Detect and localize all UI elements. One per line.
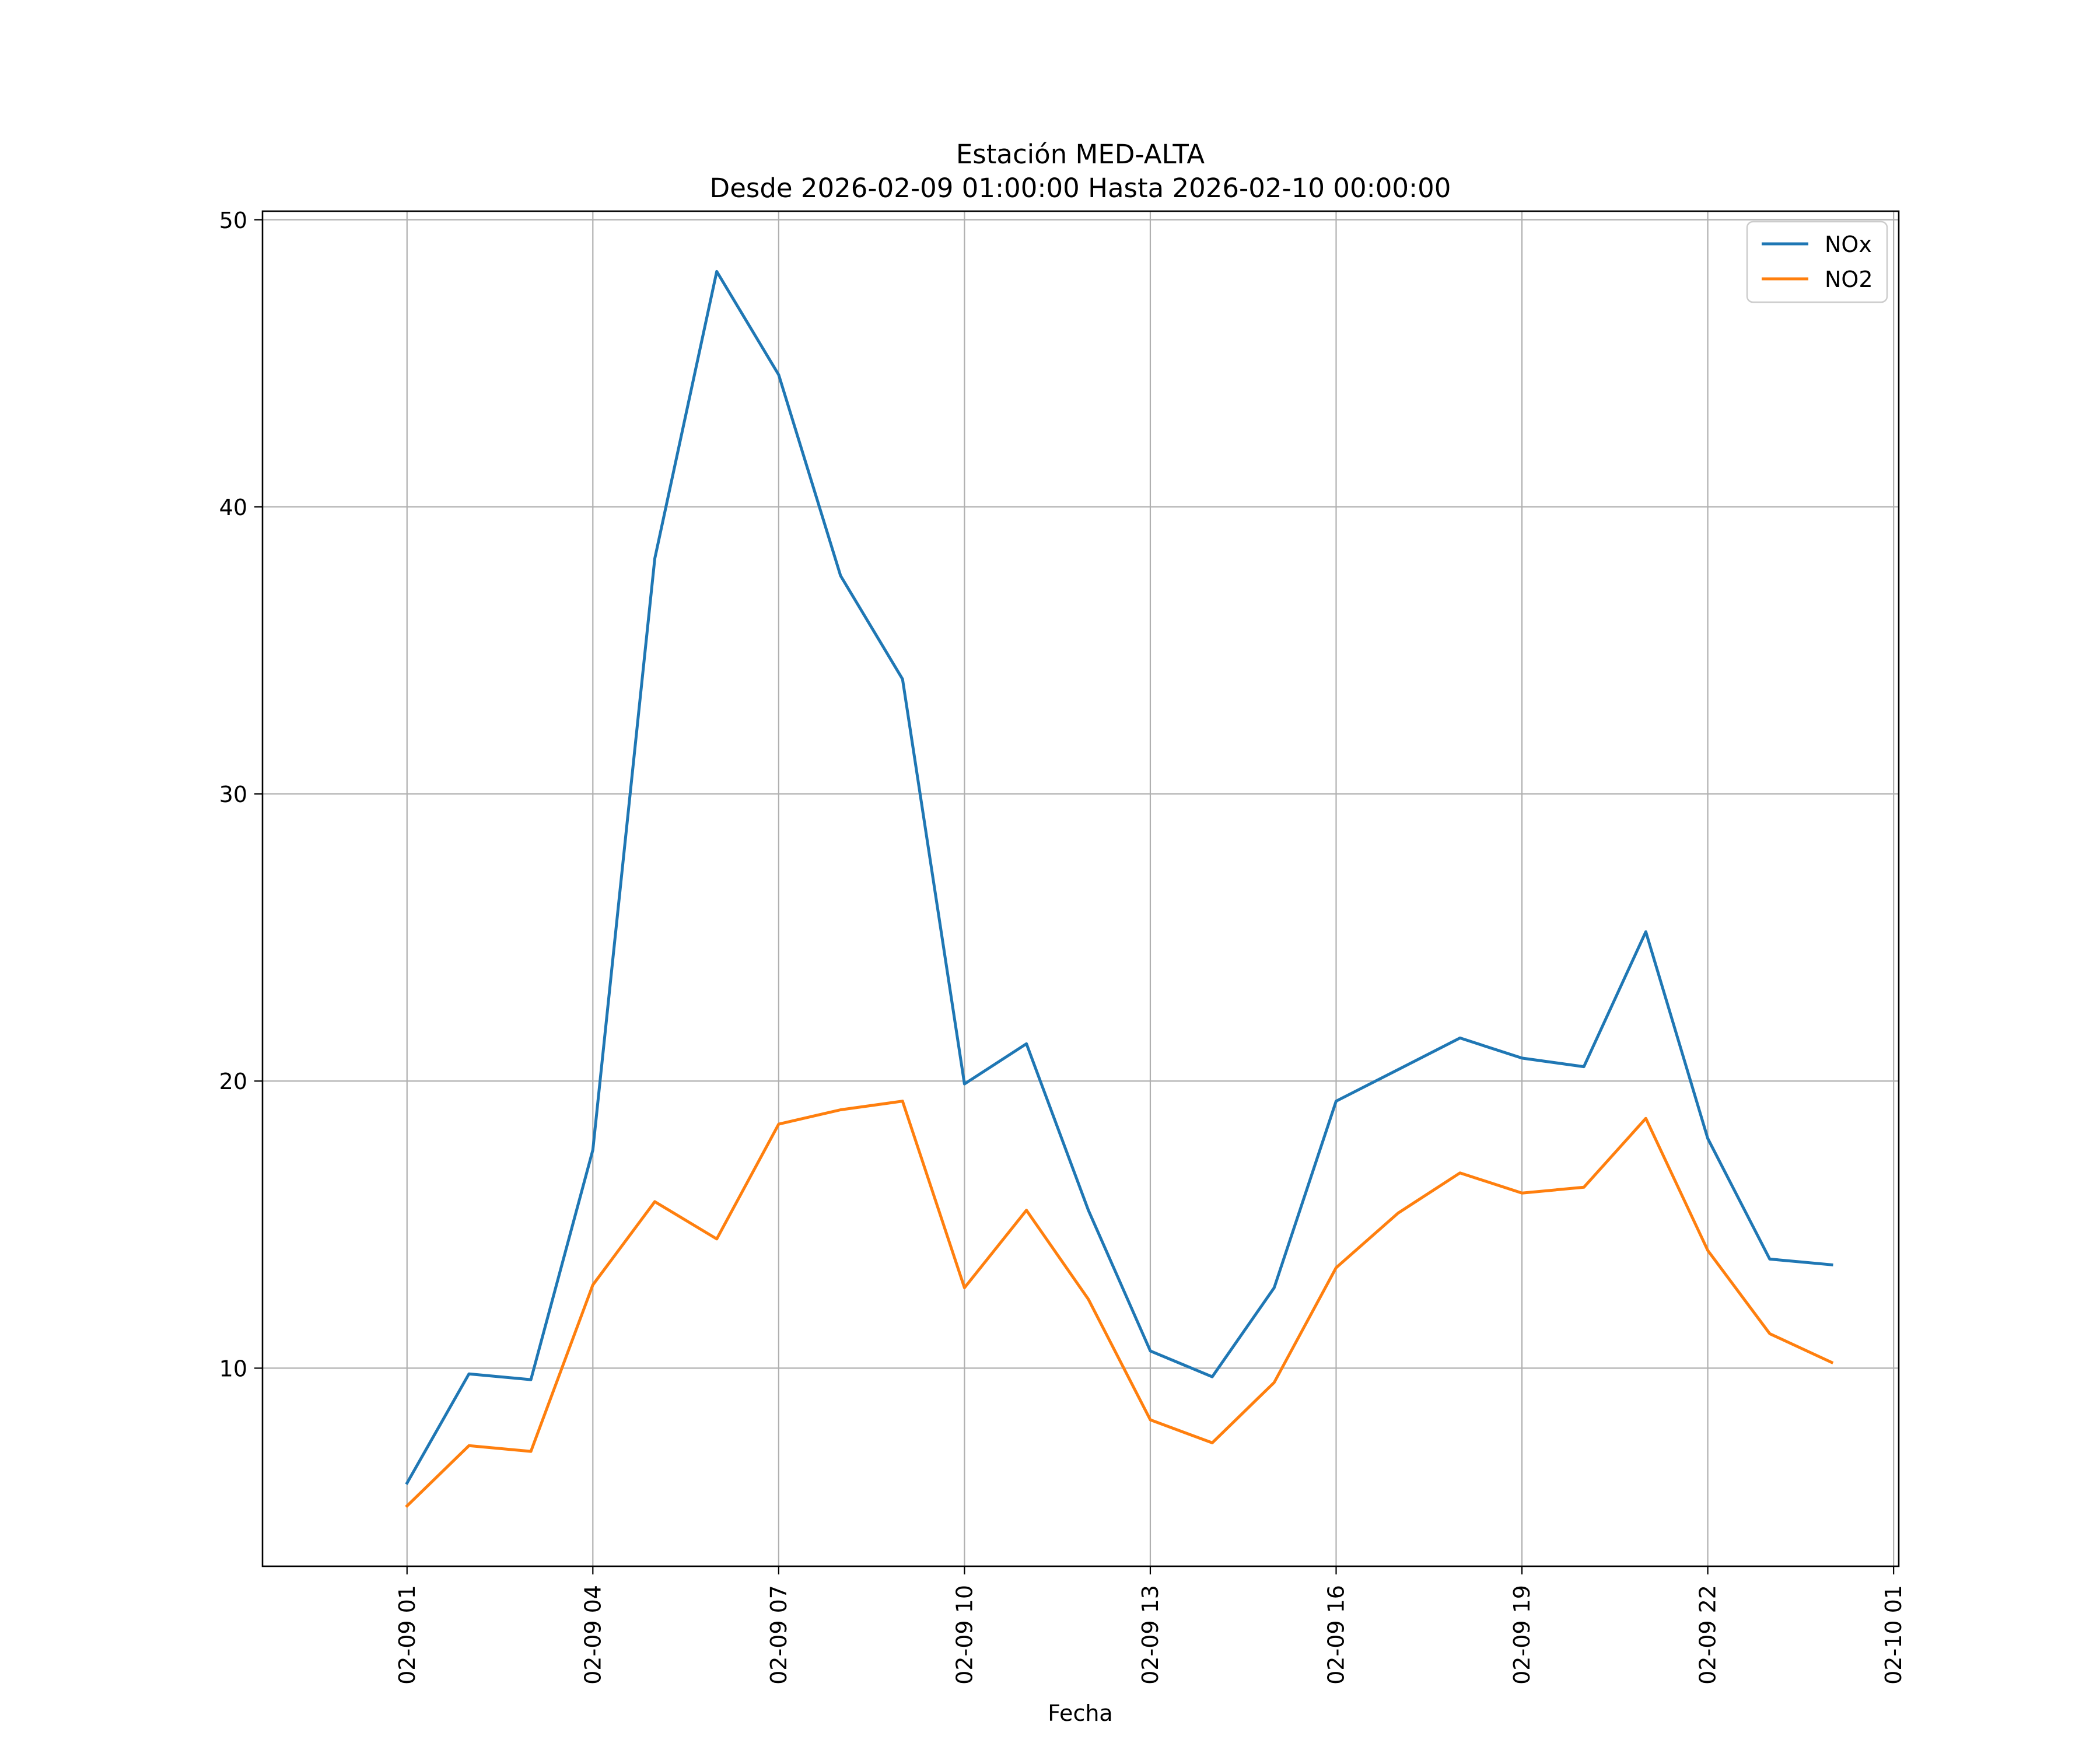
x-tick-label: 02-09 07: [766, 1585, 792, 1685]
x-tick-label: 02-09 01: [394, 1585, 420, 1685]
series-lines: [405, 270, 1834, 1508]
y-tick-label: 40: [219, 495, 247, 520]
legend-label-no2: NO2: [1825, 267, 1873, 292]
y-tick-label: 10: [219, 1356, 247, 1381]
x-tick-label: 02-09 22: [1695, 1585, 1721, 1685]
x-tick-label: 02-10 01: [1881, 1585, 1906, 1685]
y-axis-ticks: 10 20 30 40 50: [219, 208, 262, 1381]
legend-box: [1746, 220, 1888, 303]
series-line-nox: [405, 270, 1833, 1485]
plot-frame: [261, 210, 1900, 1567]
x-tick-label: 02-09 04: [580, 1585, 606, 1685]
x-tick-label: 02-09 13: [1138, 1585, 1163, 1685]
x-axis-ticks: 02-09 01 02-09 04 02-09 07 02-09 10 02-09 13…: [394, 1566, 1906, 1685]
grid: [262, 211, 1899, 1566]
legend-label-nox: NOx: [1825, 232, 1872, 257]
x-tick-label: 02-09 16: [1324, 1585, 1349, 1685]
chart-subtitle: Desde 2026-02-09 01:00:00 Hasta 2026-02-…: [710, 173, 1451, 204]
x-axis-label: Fecha: [1048, 1700, 1112, 1726]
x-tick-label: 02-09 19: [1509, 1585, 1535, 1685]
series-line-no2: [405, 1100, 1834, 1508]
x-tick-label: 02-09 10: [951, 1585, 977, 1685]
y-tick-label: 20: [219, 1069, 247, 1094]
y-tick-label: 30: [219, 782, 247, 807]
y-tick-label: 50: [219, 208, 247, 233]
chart-title: Estación MED-ALTA: [956, 139, 1205, 170]
legend: NOx NO2: [1746, 220, 1888, 303]
